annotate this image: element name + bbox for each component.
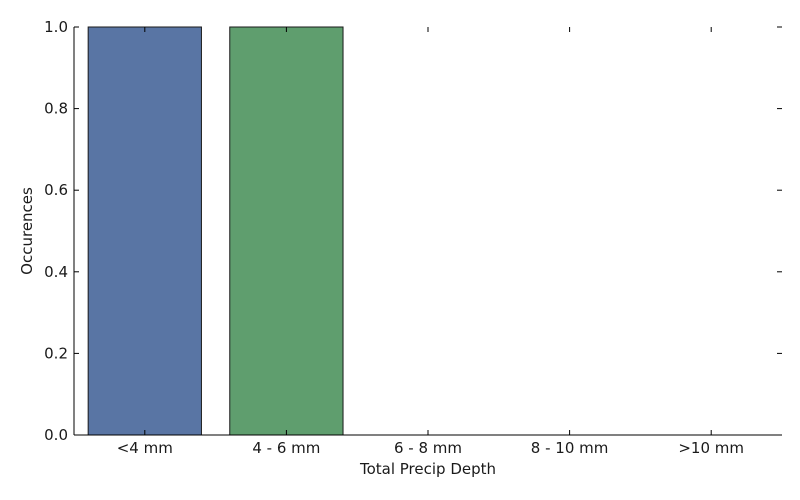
bars-group xyxy=(87,26,344,436)
x-tick-label: 4 - 6 mm xyxy=(252,439,320,457)
bar-1 xyxy=(229,26,344,436)
y-tick-label: 0.8 xyxy=(44,100,68,118)
bar-0 xyxy=(87,26,202,436)
y-tick-label: 0.2 xyxy=(44,344,68,362)
x-axis-label: Total Precip Depth xyxy=(359,460,496,478)
x-tick-label: 6 - 8 mm xyxy=(394,439,462,457)
x-tick-label: >10 mm xyxy=(678,439,744,457)
x-tick-label: <4 mm xyxy=(117,439,173,457)
y-tick-label: 0.4 xyxy=(44,263,68,281)
x-axis-ticks: <4 mm 4 - 6 mm 6 - 8 mm 8 - 10 mm >10 mm xyxy=(117,27,744,457)
y-tick-label: 0.0 xyxy=(44,426,68,444)
y-tick-label: 0.6 xyxy=(44,181,68,199)
y-axis-label: Occurences xyxy=(18,187,36,275)
y-tick-label: 1.0 xyxy=(44,18,68,36)
y-axis-ticks: 0.0 0.2 0.4 0.6 0.8 1.0 xyxy=(44,18,782,444)
x-tick-label: 8 - 10 mm xyxy=(531,439,609,457)
